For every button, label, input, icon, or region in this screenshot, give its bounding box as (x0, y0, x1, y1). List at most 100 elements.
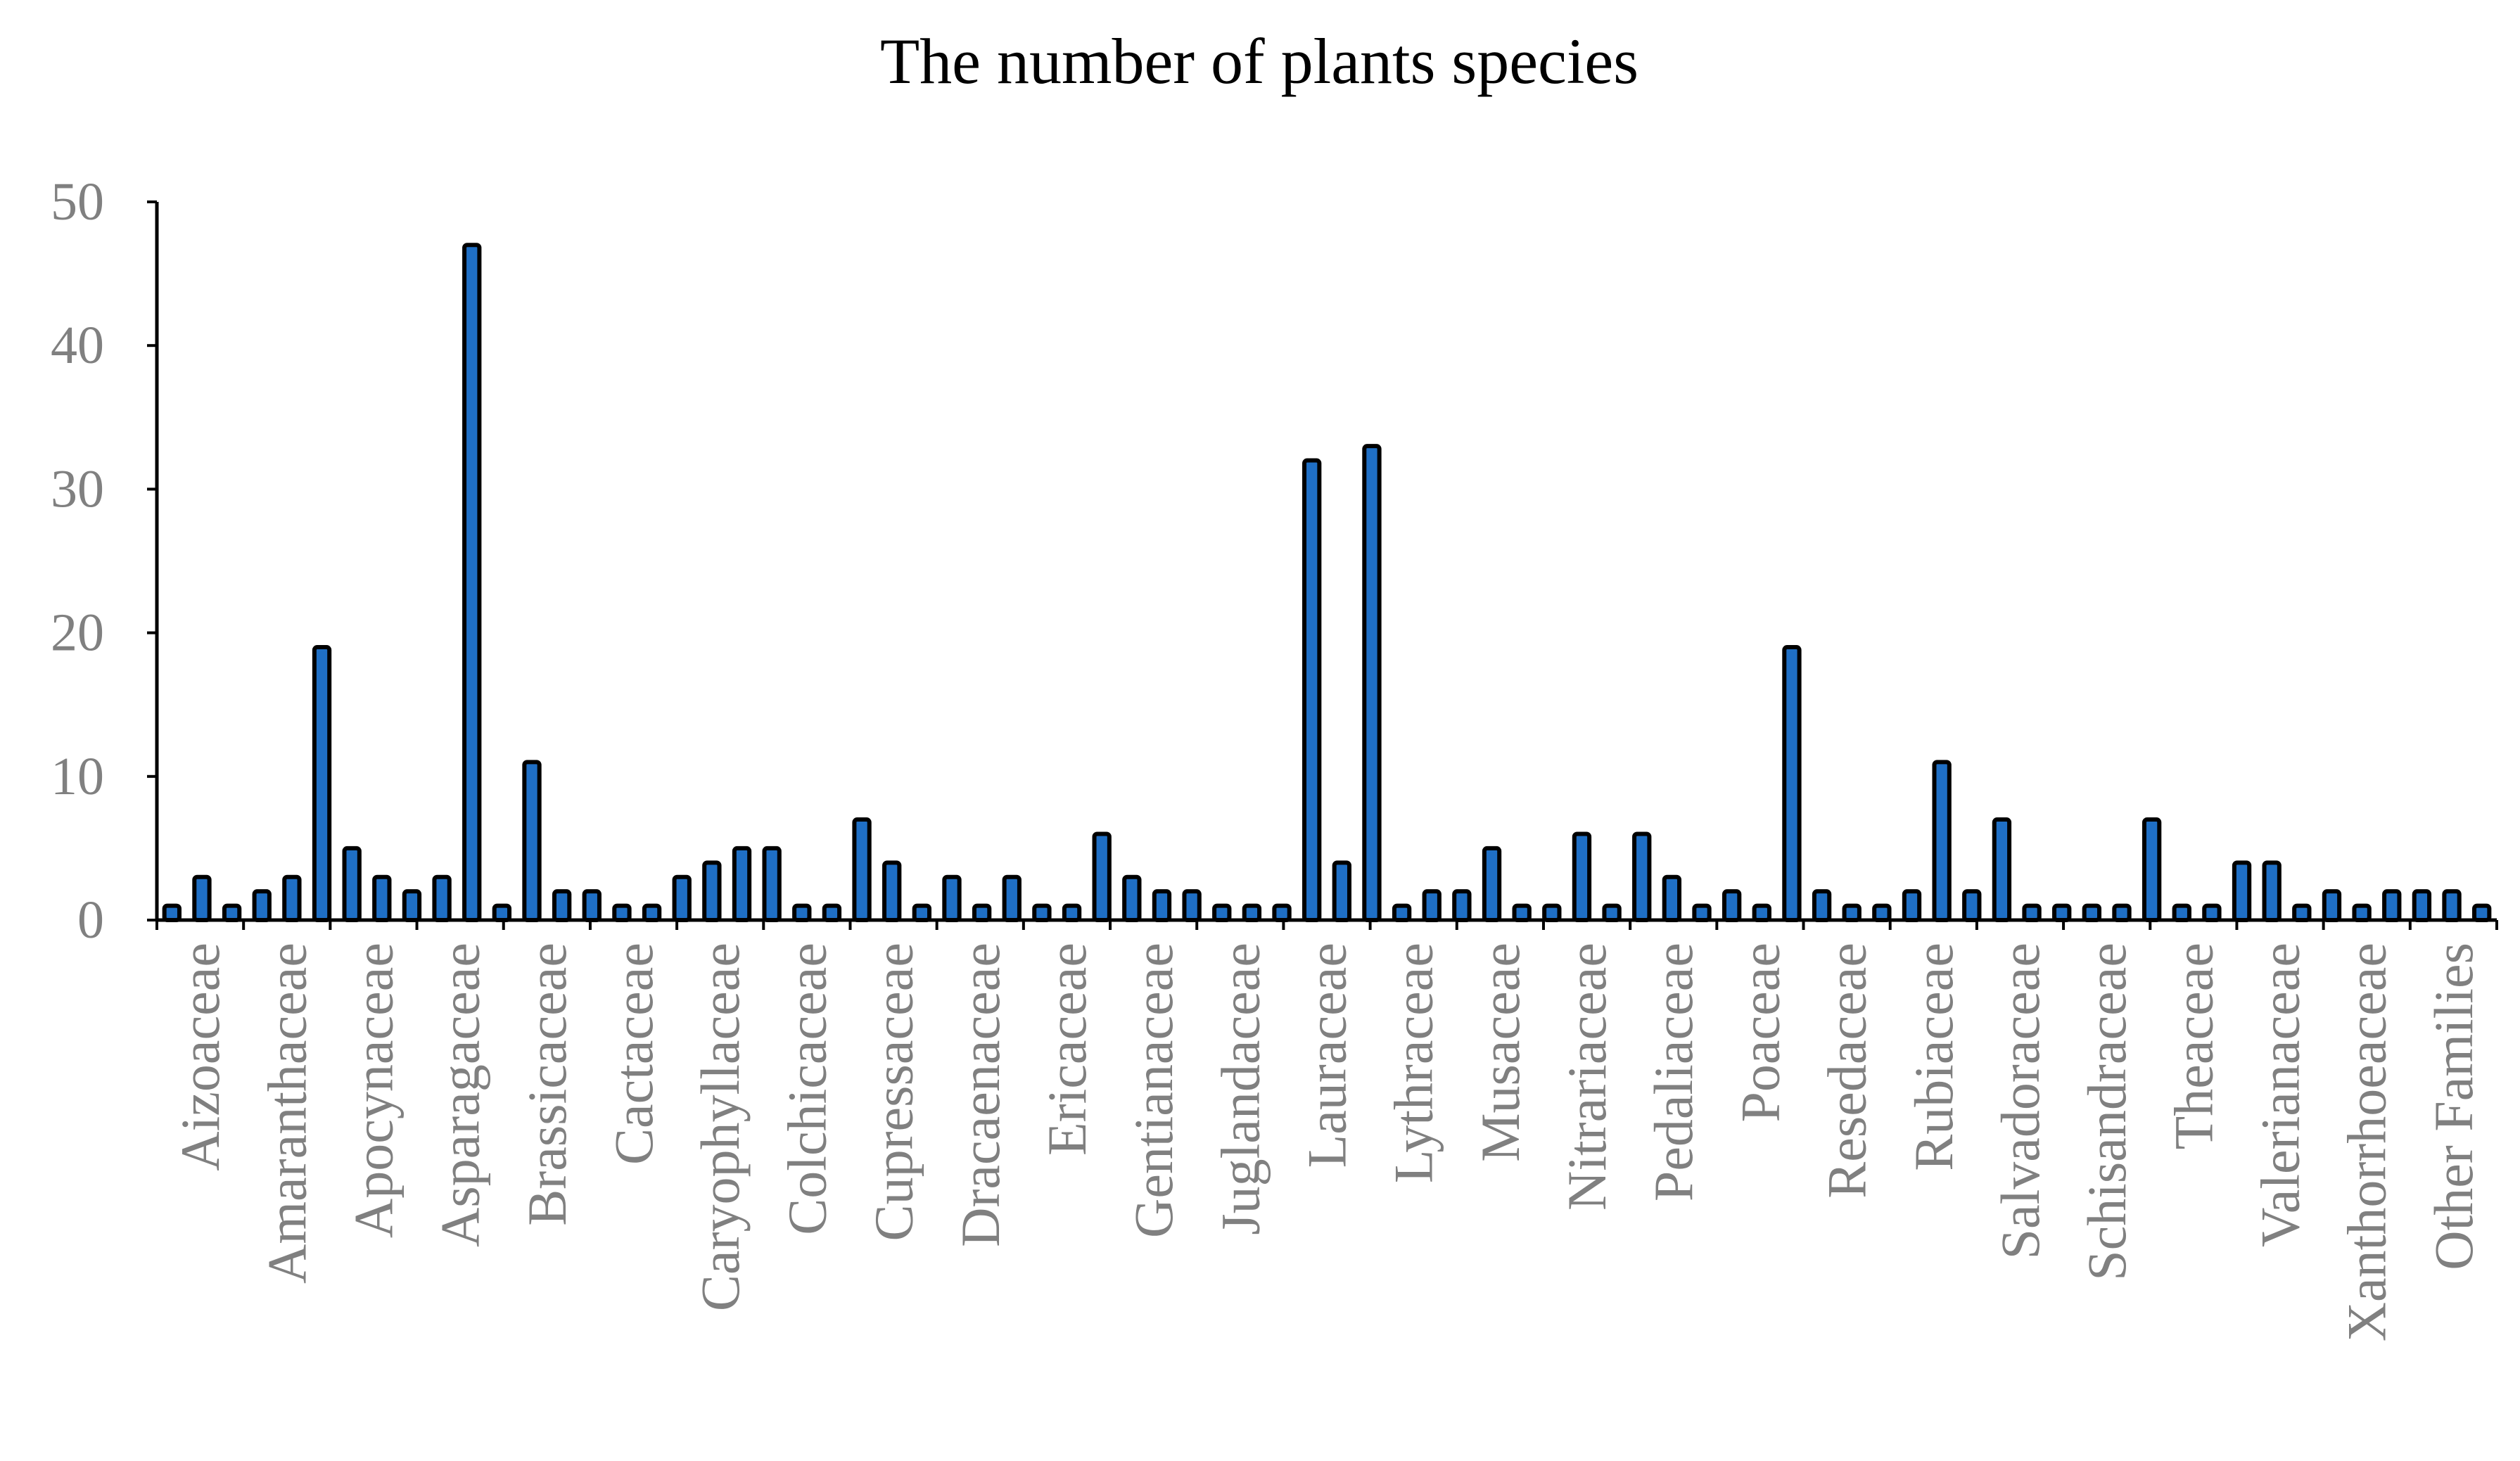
bar-14 (582, 889, 602, 923)
bar-16 (642, 903, 662, 922)
bar-13 (552, 889, 572, 923)
chart-title: The number of plants species (880, 25, 1638, 97)
y-tick-label-10: 10 (51, 747, 104, 806)
x-tick-label-20: Rubiaceae (1903, 943, 1964, 1171)
x-tick-label-23: Theaceae (2163, 943, 2224, 1149)
bar-33 (1152, 889, 1172, 923)
bar-48 (1602, 903, 1622, 922)
bar-19 (732, 846, 752, 923)
bar-22 (822, 903, 842, 922)
bar-24 (882, 860, 902, 922)
y-tick-label-20: 20 (51, 604, 104, 663)
bar-57 (1872, 903, 1892, 922)
bar-70 (2262, 860, 2282, 922)
bar-58 (1902, 889, 1922, 923)
bar-69 (2232, 860, 2252, 922)
bar-25 (912, 903, 932, 922)
x-tick-label-8: Cupressaceae (863, 943, 924, 1241)
bar-28 (1002, 874, 1022, 922)
bars-group (162, 243, 2492, 923)
bar-39 (1332, 860, 1351, 922)
y-tick-label-40: 40 (51, 316, 104, 375)
y-tick-label-0: 0 (77, 891, 104, 950)
x-tick-label-1: Amaranthaceae (256, 943, 317, 1284)
bar-31 (1092, 831, 1112, 922)
bar-59 (1932, 760, 1952, 922)
bar-1 (192, 874, 212, 922)
y-axis-ticks: 0 10 20 30 40 50 (51, 172, 157, 950)
x-tick-label-22: Schisandraceae (2076, 943, 2137, 1281)
bar-26 (942, 874, 962, 922)
x-tick-label-6: Caryophyllaceae (689, 943, 751, 1311)
x-tick-label-7: Colchicaceae (776, 943, 837, 1235)
bar-73 (2352, 903, 2372, 922)
bar-67 (2172, 903, 2191, 922)
bar-62 (2022, 903, 2042, 922)
y-tick-label-50: 50 (51, 172, 104, 231)
bar-44 (1482, 846, 1502, 923)
x-tick-label-15: Musaceae (1470, 943, 1531, 1162)
bar-7 (372, 874, 392, 922)
bar-2 (222, 903, 242, 922)
bar-77 (2472, 903, 2492, 922)
x-tick-label-0: Aizoaceae (170, 943, 231, 1171)
bar-35 (1212, 903, 1232, 922)
bar-46 (1542, 903, 1562, 922)
bar-43 (1452, 889, 1472, 923)
bar-51 (1692, 903, 1712, 922)
bar-17 (672, 874, 692, 922)
x-tick-label-5: Cactaceae (603, 943, 664, 1165)
x-tick-label-11: Gentianaceae (1123, 943, 1184, 1238)
bar-21 (792, 903, 812, 922)
x-tick-label-17: Pedaliaceae (1643, 943, 1704, 1201)
bar-5 (312, 645, 332, 923)
x-tick-label-24: Valerianaceae (2250, 943, 2311, 1247)
bar-47 (1572, 831, 1592, 922)
y-tick-label-30: 30 (51, 459, 104, 518)
bar-18 (702, 860, 722, 922)
x-tick-label-3: Asparagaceae (430, 943, 491, 1247)
x-tick-label-16: Nitrariaceae (1556, 943, 1617, 1211)
bar-54 (1782, 645, 1802, 923)
bar-53 (1752, 903, 1771, 922)
bar-56 (1842, 903, 1862, 922)
bar-30 (1062, 903, 1082, 922)
bar-29 (1032, 903, 1052, 922)
bar-20 (762, 846, 782, 923)
x-axis-ticks: Aizoaceae Amaranthaceae Apocynaceae Asparag… (155, 920, 2498, 1341)
bar-75 (2412, 889, 2432, 923)
x-tick-label-21: Salvadoraceae (1990, 943, 2051, 1259)
bar-60 (1962, 889, 1982, 923)
bar-72 (2322, 889, 2342, 923)
bar-68 (2202, 903, 2222, 922)
bar-42 (1422, 889, 1442, 923)
bar-65 (2112, 903, 2132, 922)
bar-76 (2442, 889, 2462, 923)
bar-34 (1182, 889, 1202, 923)
x-tick-label-12: Juglandaceae (1209, 943, 1271, 1235)
x-tick-label-25: Xanthorrhoeaceae (2336, 943, 2398, 1341)
bar-10 (462, 243, 482, 922)
bar-3 (252, 889, 272, 923)
x-tick-label-2: Apocynaceae (343, 943, 404, 1238)
x-tick-label-9: Dracaenaceae (950, 943, 1011, 1247)
bar-23 (852, 817, 872, 923)
bar-40 (1362, 444, 1382, 922)
bar-55 (1812, 889, 1832, 923)
x-tick-label-14: Lythraceae (1383, 943, 1444, 1183)
x-tick-label-19: Resedaceae (1816, 943, 1878, 1199)
bar-11 (492, 903, 512, 922)
bar-71 (2292, 903, 2312, 922)
bar-32 (1122, 874, 1142, 922)
bar-66 (2142, 817, 2162, 923)
bar-6 (342, 846, 362, 923)
bar-27 (972, 903, 992, 922)
bar-0 (162, 903, 182, 922)
x-tick-label-13: Lauraceae (1297, 943, 1358, 1168)
x-tick-label-10: Ericaceae (1036, 943, 1097, 1156)
bar-52 (1722, 889, 1742, 923)
bar-9 (432, 874, 452, 922)
bar-74 (2382, 889, 2402, 923)
bar-61 (1992, 817, 2012, 923)
